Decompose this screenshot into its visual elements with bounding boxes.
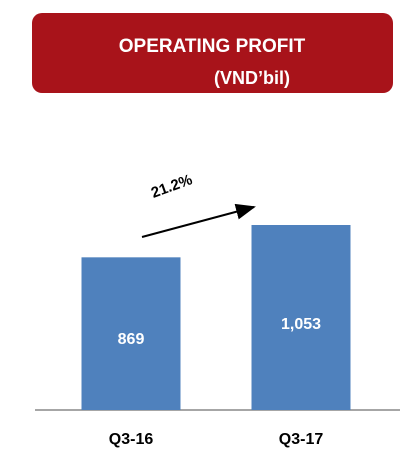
value-label: 869 <box>118 331 145 348</box>
bar <box>81 257 181 410</box>
growth-arrow <box>141 203 256 238</box>
x-tick-label: Q3-17 <box>279 431 324 448</box>
growth-annotation: 21.2% <box>149 171 195 202</box>
value-label: 1,053 <box>281 316 321 333</box>
title-banner <box>32 13 393 93</box>
x-tick-label: Q3-16 <box>109 431 154 448</box>
bar <box>251 225 351 410</box>
chart-subtitle: (VND’bil) <box>214 68 290 88</box>
chart-title: OPERATING PROFIT <box>119 36 306 57</box>
